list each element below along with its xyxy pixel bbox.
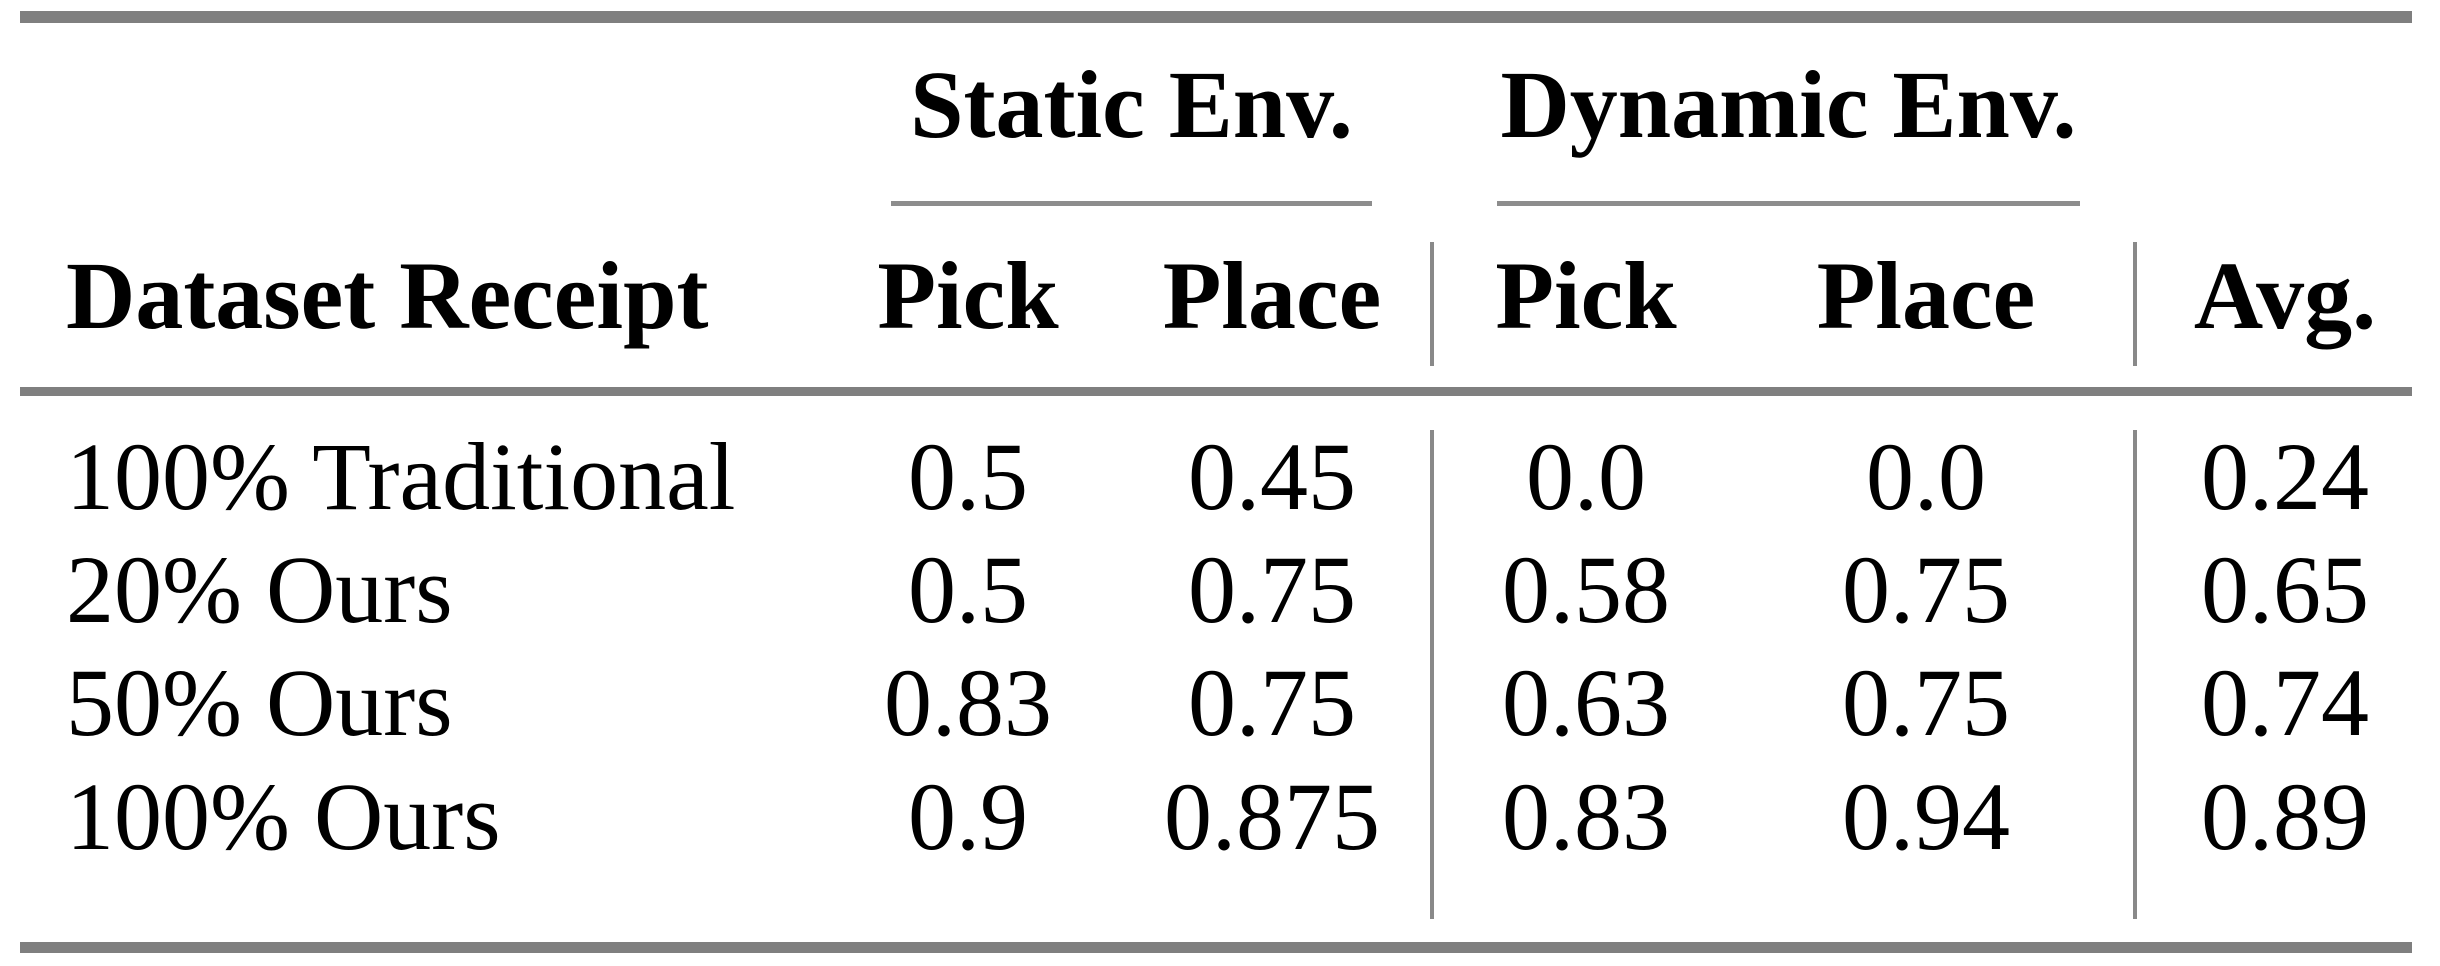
- value-dynamic-pick: 0.0: [1526, 423, 1646, 530]
- value-static-place: 0.45: [1188, 423, 1356, 530]
- column-group-dynamic-env: Dynamic Env.: [1500, 51, 2077, 158]
- column-group-static-env: Static Env.: [910, 51, 1353, 158]
- static-env-underline: [891, 201, 1372, 206]
- header-dynamic-pick: Pick: [1495, 242, 1677, 349]
- value-static-pick: 0.5: [908, 423, 1028, 530]
- column-divider-dynamic-avg-body: [2133, 430, 2137, 919]
- value-dynamic-pick: 0.83: [1502, 763, 1670, 870]
- value-static-pick: 0.83: [884, 649, 1052, 756]
- row-label-20-ours: 20% Ours: [66, 536, 453, 643]
- value-avg: 0.89: [2201, 763, 2369, 870]
- value-static-place: 0.75: [1188, 649, 1356, 756]
- table-top-rule: [20, 11, 2412, 23]
- value-avg: 0.65: [2201, 536, 2369, 643]
- value-avg: 0.24: [2201, 423, 2369, 530]
- value-dynamic-place: 0.75: [1842, 536, 2010, 643]
- header-dynamic-place: Place: [1816, 242, 2036, 349]
- value-avg: 0.74: [2201, 649, 2369, 756]
- value-dynamic-pick: 0.58: [1502, 536, 1670, 643]
- value-dynamic-place: 0.75: [1842, 649, 2010, 756]
- value-static-place: 0.875: [1164, 763, 1380, 870]
- value-dynamic-place: 0.94: [1842, 763, 2010, 870]
- value-static-pick: 0.9: [908, 763, 1028, 870]
- table-mid-rule: [20, 387, 2412, 396]
- column-divider-static-dynamic-header: [1430, 242, 1434, 366]
- value-static-pick: 0.5: [908, 536, 1028, 643]
- row-label-100-traditional: 100% Traditional: [66, 423, 736, 530]
- value-dynamic-pick: 0.63: [1502, 649, 1670, 756]
- dynamic-env-underline: [1497, 201, 2080, 206]
- row-label-100-ours: 100% Ours: [66, 763, 501, 870]
- table-bottom-rule: [20, 942, 2412, 953]
- header-dataset-receipt: Dataset Receipt: [66, 242, 709, 349]
- header-avg: Avg.: [2193, 242, 2377, 349]
- value-dynamic-place: 0.0: [1866, 423, 1986, 530]
- value-static-place: 0.75: [1188, 536, 1356, 643]
- header-static-pick: Pick: [877, 242, 1059, 349]
- column-divider-static-dynamic-body: [1430, 430, 1434, 919]
- row-label-50-ours: 50% Ours: [66, 649, 453, 756]
- header-static-place: Place: [1162, 242, 1382, 349]
- column-divider-dynamic-avg-header: [2133, 242, 2137, 366]
